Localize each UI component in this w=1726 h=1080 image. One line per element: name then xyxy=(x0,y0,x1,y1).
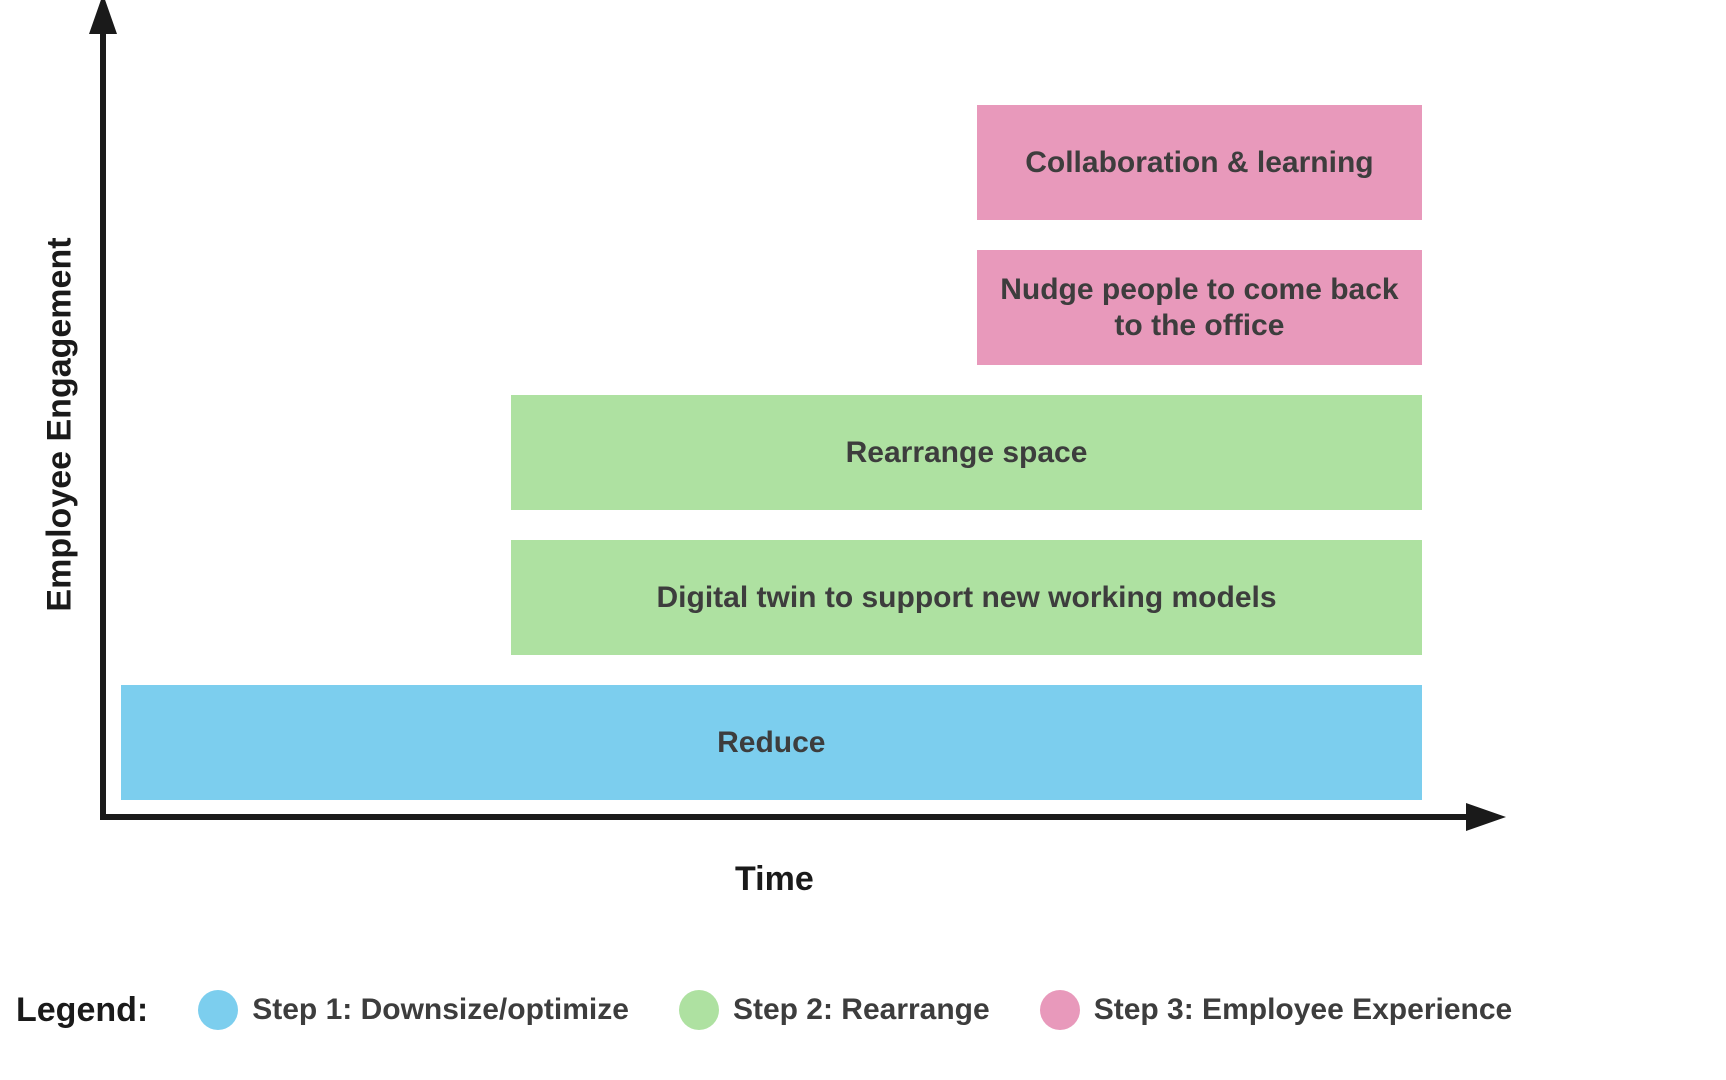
legend-label-0: Step 1: Downsize/optimize xyxy=(252,993,629,1027)
bar-rearrange-space: Rearrange space xyxy=(511,395,1422,510)
x-axis-label: Time xyxy=(735,860,814,899)
legend-label-1: Step 2: Rearrange xyxy=(733,993,990,1027)
legend-item-0: Step 1: Downsize/optimize xyxy=(198,990,629,1030)
y-axis-arrowhead xyxy=(89,0,117,34)
chart-canvas: Reduce Digital twin to support new workin… xyxy=(0,0,1726,1080)
plot-area: Reduce Digital twin to support new workin… xyxy=(100,30,1470,820)
bar-reduce: Reduce xyxy=(121,685,1423,800)
bar-label-digital-twin: Digital twin to support new working mode… xyxy=(657,580,1277,616)
legend-swatch-1 xyxy=(679,990,719,1030)
legend: Legend: Step 1: Downsize/optimize Step 2:… xyxy=(16,990,1512,1030)
bar-collab: Collaboration & learning xyxy=(977,105,1422,220)
legend-label-2: Step 3: Employee Experience xyxy=(1094,993,1513,1027)
bar-digital-twin: Digital twin to support new working mode… xyxy=(511,540,1422,655)
bar-label-reduce: Reduce xyxy=(717,725,825,761)
legend-swatch-0 xyxy=(198,990,238,1030)
legend-item-1: Step 2: Rearrange xyxy=(679,990,990,1030)
bar-nudge: Nudge people to come back to the office xyxy=(977,250,1422,365)
y-axis-line xyxy=(100,30,106,820)
x-axis-arrowhead xyxy=(1466,803,1506,831)
x-axis-line xyxy=(100,814,1470,820)
legend-item-2: Step 3: Employee Experience xyxy=(1040,990,1513,1030)
y-axis-label: Employee Engagement xyxy=(41,225,80,625)
bar-label-nudge: Nudge people to come back to the office xyxy=(989,272,1410,344)
bar-label-collab: Collaboration & learning xyxy=(1025,145,1373,181)
legend-title: Legend: xyxy=(16,991,148,1030)
legend-swatch-2 xyxy=(1040,990,1080,1030)
bar-label-rearrange-space: Rearrange space xyxy=(846,435,1088,471)
